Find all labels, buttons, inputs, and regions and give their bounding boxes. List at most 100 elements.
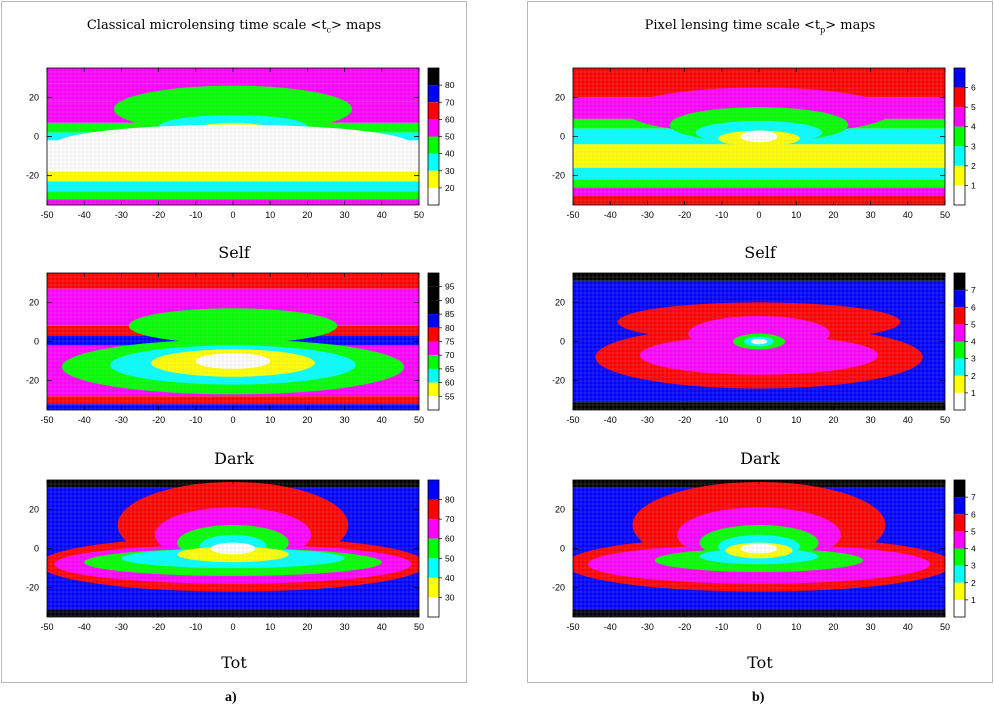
colorbar-swatch-blue: [428, 480, 439, 500]
heatmap-cells: [573, 480, 945, 617]
colorbar-frame: [953, 67, 966, 206]
colorbar-swatch-magenta: [428, 341, 439, 356]
colorbar-label: 3: [971, 561, 976, 571]
heatmap-region-white: [750, 338, 768, 345]
x-tick-label: 50: [940, 622, 950, 632]
colorbar-swatch-magenta: [428, 519, 439, 539]
colorbar-label: 65: [445, 364, 455, 374]
panel-b-letter: b): [752, 690, 765, 705]
colorbar-swatch-white: [428, 187, 439, 205]
heatmap-a-self: -50 -40 -30 -20 -10 0 10 20 30 40 50 20 0 -20 80 70 60 50…: [26, 67, 455, 220]
x-tick-label: 30: [866, 210, 876, 220]
heatmap-b-tot: -50 -40 -30 -20 -10 0 10 20 30 40 50 20 0 -20 7 6 5 4 3 2 1: [552, 479, 976, 632]
x-tick-label: -40: [78, 210, 91, 220]
colorbar-swatch-green: [954, 548, 965, 566]
colorbar-swatch-white: [428, 597, 439, 617]
y-tick-label: 20: [555, 92, 565, 102]
panel-a-title: Classical microlensing time scale <tc> m…: [24, 18, 444, 35]
panel-b-frame: [527, 1, 993, 683]
x-tick-label: -20: [152, 622, 165, 632]
colorbar-label: 2: [971, 371, 976, 381]
x-tick-label: -40: [78, 415, 91, 425]
colorbar-label: 5: [971, 319, 976, 329]
y-tick-label: -20: [26, 583, 39, 593]
colorbar-swatch-blue: [954, 497, 965, 515]
heatmap-pixel-grid: [573, 273, 945, 410]
colorbar-frame: [427, 479, 440, 618]
colorbar-label: 50: [445, 553, 455, 563]
x-tick-label: -50: [566, 210, 579, 220]
heatmap-pixel-grid: [47, 273, 419, 410]
colorbar-label: 20: [445, 183, 455, 193]
colorbar-swatch-cyan: [954, 358, 965, 376]
colorbar-swatch-cyan: [954, 146, 965, 166]
x-tick-label: 20: [828, 622, 838, 632]
y-tick-label: 0: [34, 544, 39, 554]
x-tick-label: 40: [903, 210, 913, 220]
x-tick-label: -40: [604, 622, 617, 632]
colorbar-swatch-green: [428, 136, 439, 154]
x-tick-label: 0: [756, 415, 761, 425]
x-tick-label: 20: [302, 210, 312, 220]
colorbar-label: 40: [445, 149, 455, 159]
heatmap-band-green: [47, 191, 419, 200]
y-tick-label: 0: [34, 337, 39, 347]
colorbar-swatch-red: [954, 87, 965, 108]
x-tick-label: -40: [604, 210, 617, 220]
x-tick-label: 30: [866, 622, 876, 632]
colorbar-swatch-white: [954, 185, 965, 205]
y-tick-label: 0: [560, 337, 565, 347]
colorbar-swatch-black: [428, 300, 439, 315]
x-tick-label: -20: [152, 210, 165, 220]
x-tick-label: -20: [678, 210, 691, 220]
heatmap-cells: [47, 68, 419, 205]
heatmap-region-white: [740, 130, 778, 143]
colorbar-swatch-blue: [954, 290, 965, 308]
heatmap-a-dark: -50 -40 -30 -20 -10 0 10 20 30 40 50 20 0 -20 95 90 85 80…: [26, 272, 455, 425]
colorbar-label: 60: [445, 378, 455, 388]
x-tick-label: 40: [903, 415, 913, 425]
colorbar-swatch-cyan: [428, 153, 439, 171]
x-tick-label: -30: [641, 415, 654, 425]
colorbar-swatch-yellow: [428, 382, 439, 397]
colorbar-label: 4: [971, 544, 976, 554]
colorbar-label: 70: [445, 514, 455, 524]
colorbar-label: 80: [445, 323, 455, 333]
x-tick-label: 10: [791, 415, 801, 425]
heatmap-b-self: -50 -40 -30 -20 -10 0 10 20 30 40 50 20 0 -20 6 5 4 3 2 1: [552, 67, 976, 220]
colorbar-label: 80: [445, 80, 455, 90]
colorbar-label: 80: [445, 495, 455, 505]
colorbar-swatch-magenta: [428, 119, 439, 137]
heatmap-band-red: [47, 396, 419, 405]
map-label-b-dark: Dark: [740, 449, 780, 468]
colorbar-label: 7: [971, 492, 976, 502]
colorbar-swatch-undefined: [428, 286, 439, 301]
colorbar-swatch-yellow: [428, 170, 439, 188]
panel-a-title-sub: c: [326, 25, 332, 35]
colorbar-swatch-black: [428, 68, 439, 86]
panel-b-title-pre: Pixel lensing time scale <t: [644, 18, 821, 33]
colorbar-label: 60: [445, 114, 455, 124]
colorbar-label: 75: [445, 337, 455, 347]
colorbar-swatch-magenta: [954, 531, 965, 549]
colorbar-swatch-green: [954, 126, 965, 147]
panel-a-title-post: > maps: [331, 18, 382, 33]
y-tick-label: 20: [29, 297, 39, 307]
colorbar-swatch-magenta: [954, 324, 965, 342]
x-tick-label: 30: [340, 622, 350, 632]
x-tick-label: 40: [903, 622, 913, 632]
x-tick-label: 40: [377, 210, 387, 220]
heatmap-b-dark: -50 -40 -30 -20 -10 0 10 20 30 40 50 20 0 -20 7 6 5 4 3 2 1: [552, 272, 976, 425]
x-tick-label: 50: [940, 415, 950, 425]
x-tick-label: 0: [230, 622, 235, 632]
colorbar-swatch-yellow: [954, 582, 965, 600]
x-tick-label: 0: [756, 210, 761, 220]
colorbar-swatch-red: [954, 307, 965, 325]
colorbar-swatch-red: [954, 514, 965, 532]
heatmap-pixel-grid: [573, 480, 945, 617]
colorbar-swatch-green: [954, 341, 965, 359]
x-tick-label: -10: [189, 622, 202, 632]
heatmap-a-tot: -50 -40 -30 -20 -10 0 10 20 30 40 50 20 0 -20 80 70 60 50…: [26, 479, 455, 632]
map-label-b-self: Self: [744, 243, 776, 262]
colorbar-swatch-blue: [954, 68, 965, 88]
